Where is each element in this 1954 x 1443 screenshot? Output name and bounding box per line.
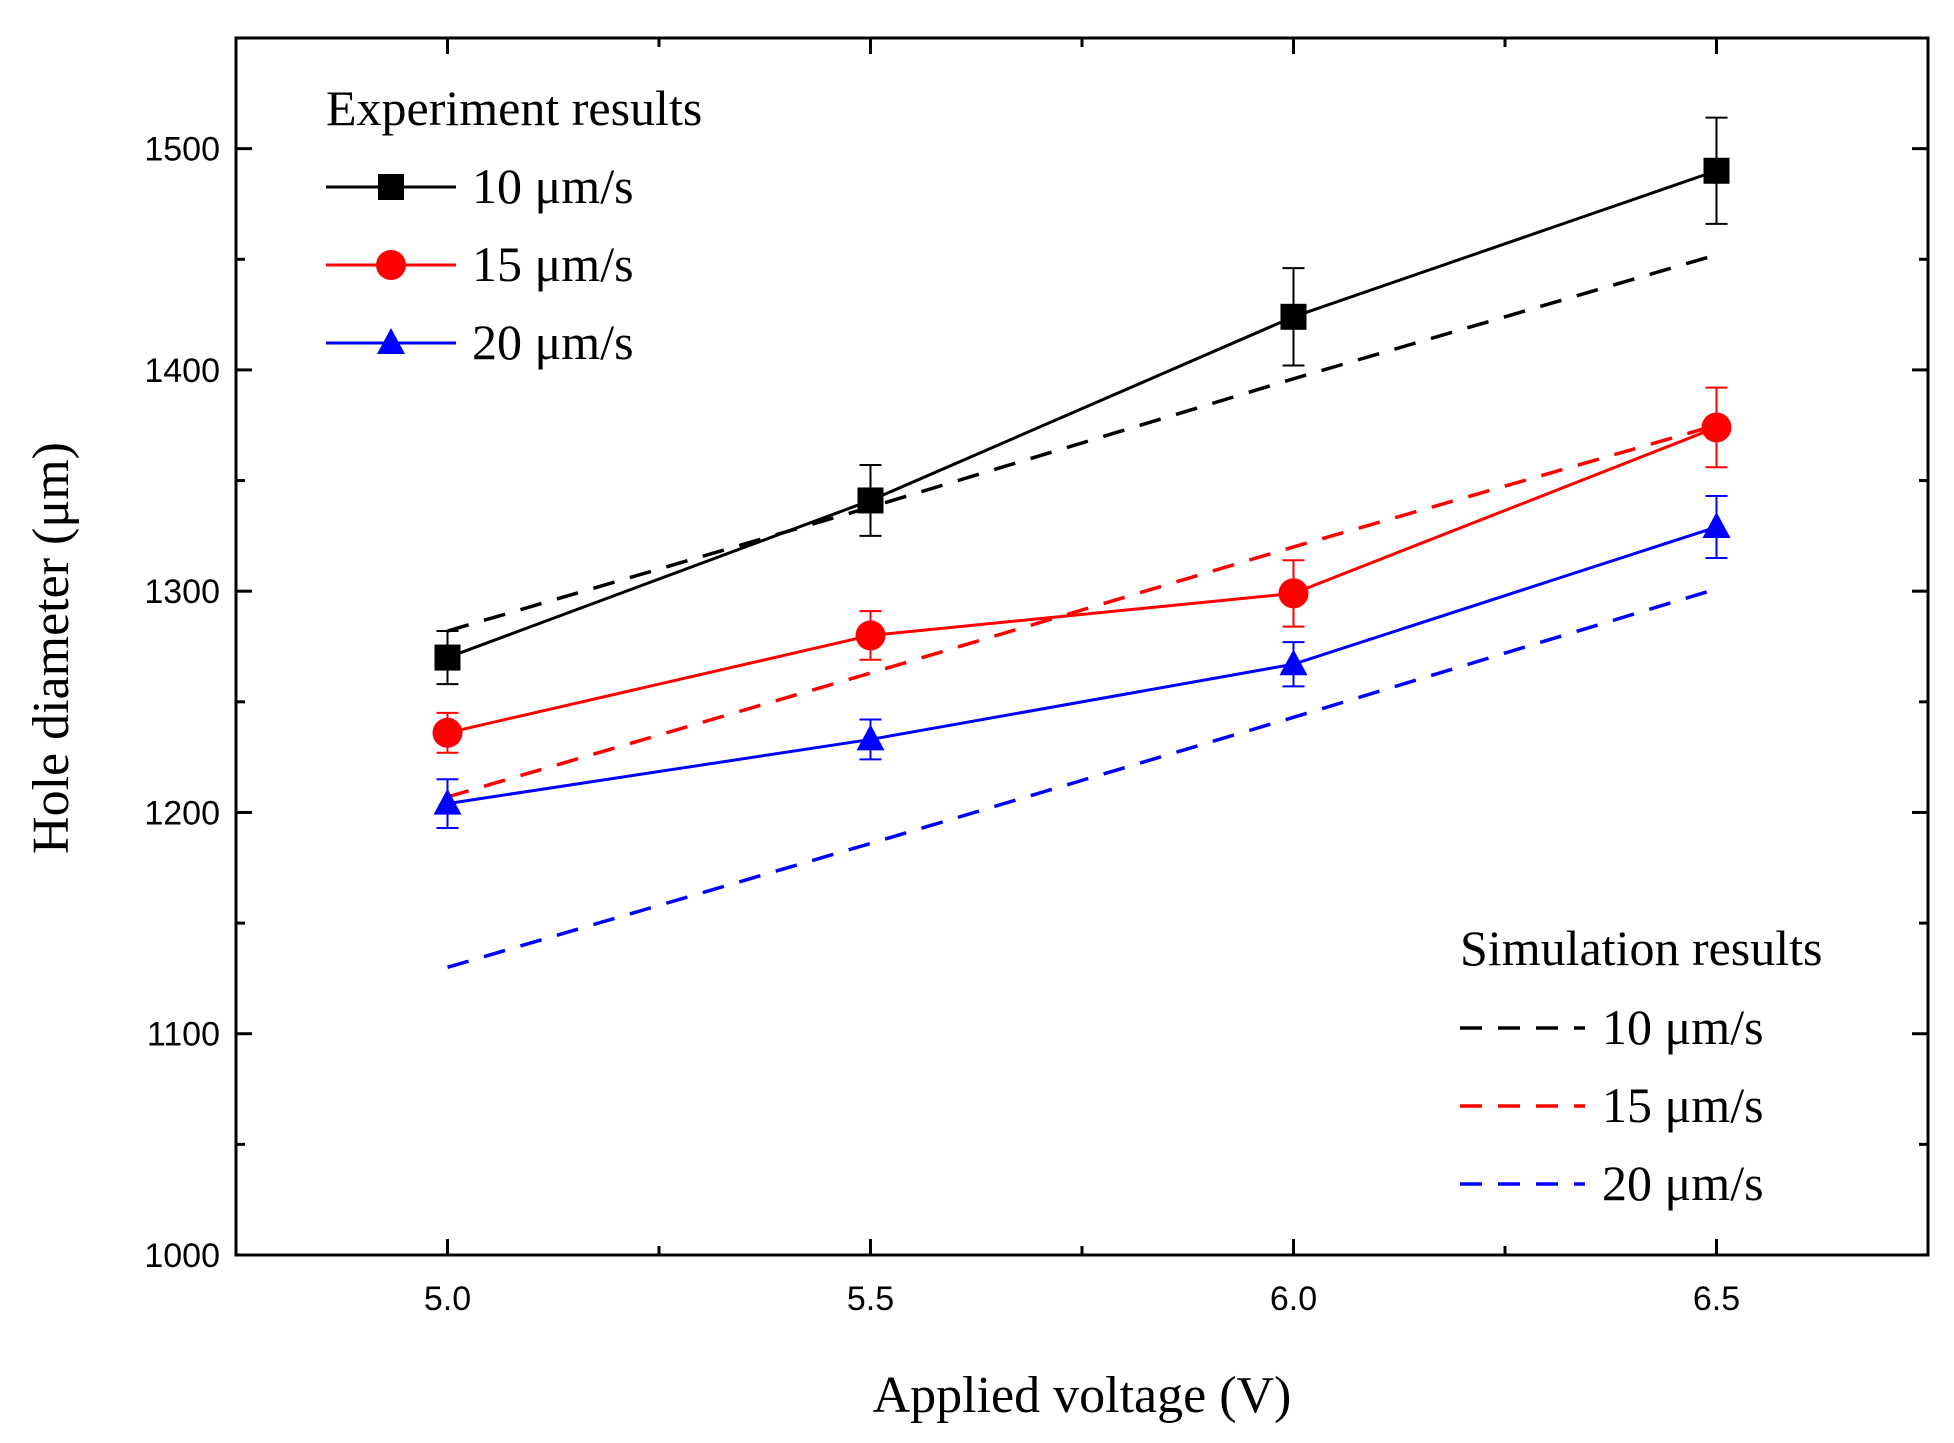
simulation-lines xyxy=(447,253,1718,970)
experiment-line xyxy=(446,169,1717,659)
plot-frame xyxy=(234,36,1930,1257)
data-point-square xyxy=(434,644,461,671)
data-point-circle xyxy=(432,717,463,748)
simulation-line xyxy=(447,253,1717,633)
data-point-triangle xyxy=(433,788,462,815)
x-tick-label: 6.0 xyxy=(1270,1280,1317,1318)
y-tick-label: 1000 xyxy=(144,1237,220,1275)
x-tick-label: 6.5 xyxy=(1693,1280,1740,1318)
data-point-square xyxy=(1703,157,1730,184)
data-point-circle xyxy=(1701,412,1732,443)
legend-experiment-label: 10 μm/s xyxy=(472,158,634,214)
data-point-circle xyxy=(855,620,886,651)
y-axis-ticks xyxy=(236,147,1928,1257)
experiment-line xyxy=(447,525,1717,806)
y-tick-label: 1500 xyxy=(144,131,220,169)
legend-marker-square xyxy=(378,174,404,200)
experiment-error-bars xyxy=(436,116,1728,829)
legend-simulation-title: Simulation results xyxy=(1460,920,1823,976)
legend-simulation-label: 10 μm/s xyxy=(1602,999,1764,1055)
y-tick-label: 1100 xyxy=(147,1016,220,1054)
legend-experiment-label: 20 μm/s xyxy=(472,314,634,370)
y-axis-title: Hole diameter (μm) xyxy=(23,442,80,854)
data-point-triangle xyxy=(1279,649,1308,676)
x-axis-title: Applied voltage (V) xyxy=(873,1367,1292,1424)
data-point-triangle xyxy=(856,724,885,751)
y-tick-label: 1400 xyxy=(144,352,220,390)
legend-experiment-title: Experiment results xyxy=(326,80,702,136)
legend-simulation-label: 15 μm/s xyxy=(1602,1077,1764,1133)
x-tick-label: 5.5 xyxy=(847,1280,894,1318)
x-axis-ticks xyxy=(234,38,1930,1255)
x-axis-tick-labels: 5.0 5.5 6.0 6.5 xyxy=(424,1280,1740,1318)
data-point-square xyxy=(1280,303,1307,330)
y-axis-tick-labels: 1000 1100 1200 1300 1400 1500 xyxy=(144,131,220,1275)
data-point-triangle xyxy=(1702,512,1731,539)
y-tick-label: 1200 xyxy=(144,794,220,832)
x-tick-label: 5.0 xyxy=(424,1280,471,1318)
experiment-markers xyxy=(432,157,1732,815)
experiment-line xyxy=(447,426,1718,735)
legend-marker-circle xyxy=(376,250,406,280)
simulation-line xyxy=(447,423,1717,799)
legend-simulation-label: 20 μm/s xyxy=(1602,1155,1764,1211)
data-point-circle xyxy=(1278,578,1309,609)
simulation-line xyxy=(447,587,1718,970)
experiment-lines xyxy=(446,169,1718,806)
y-tick-label: 1300 xyxy=(144,573,220,611)
legend-marker-triangle xyxy=(377,328,405,354)
legend-experiment-label: 15 μm/s xyxy=(472,236,634,292)
legend-experiment: Experiment results 10 μm/s 15 μm/s 20 μm/s xyxy=(326,80,702,370)
data-point-square xyxy=(857,487,884,514)
legend-simulation: Simulation results 10 μm/s 15 μm/s 20 μm/s xyxy=(1460,920,1823,1211)
